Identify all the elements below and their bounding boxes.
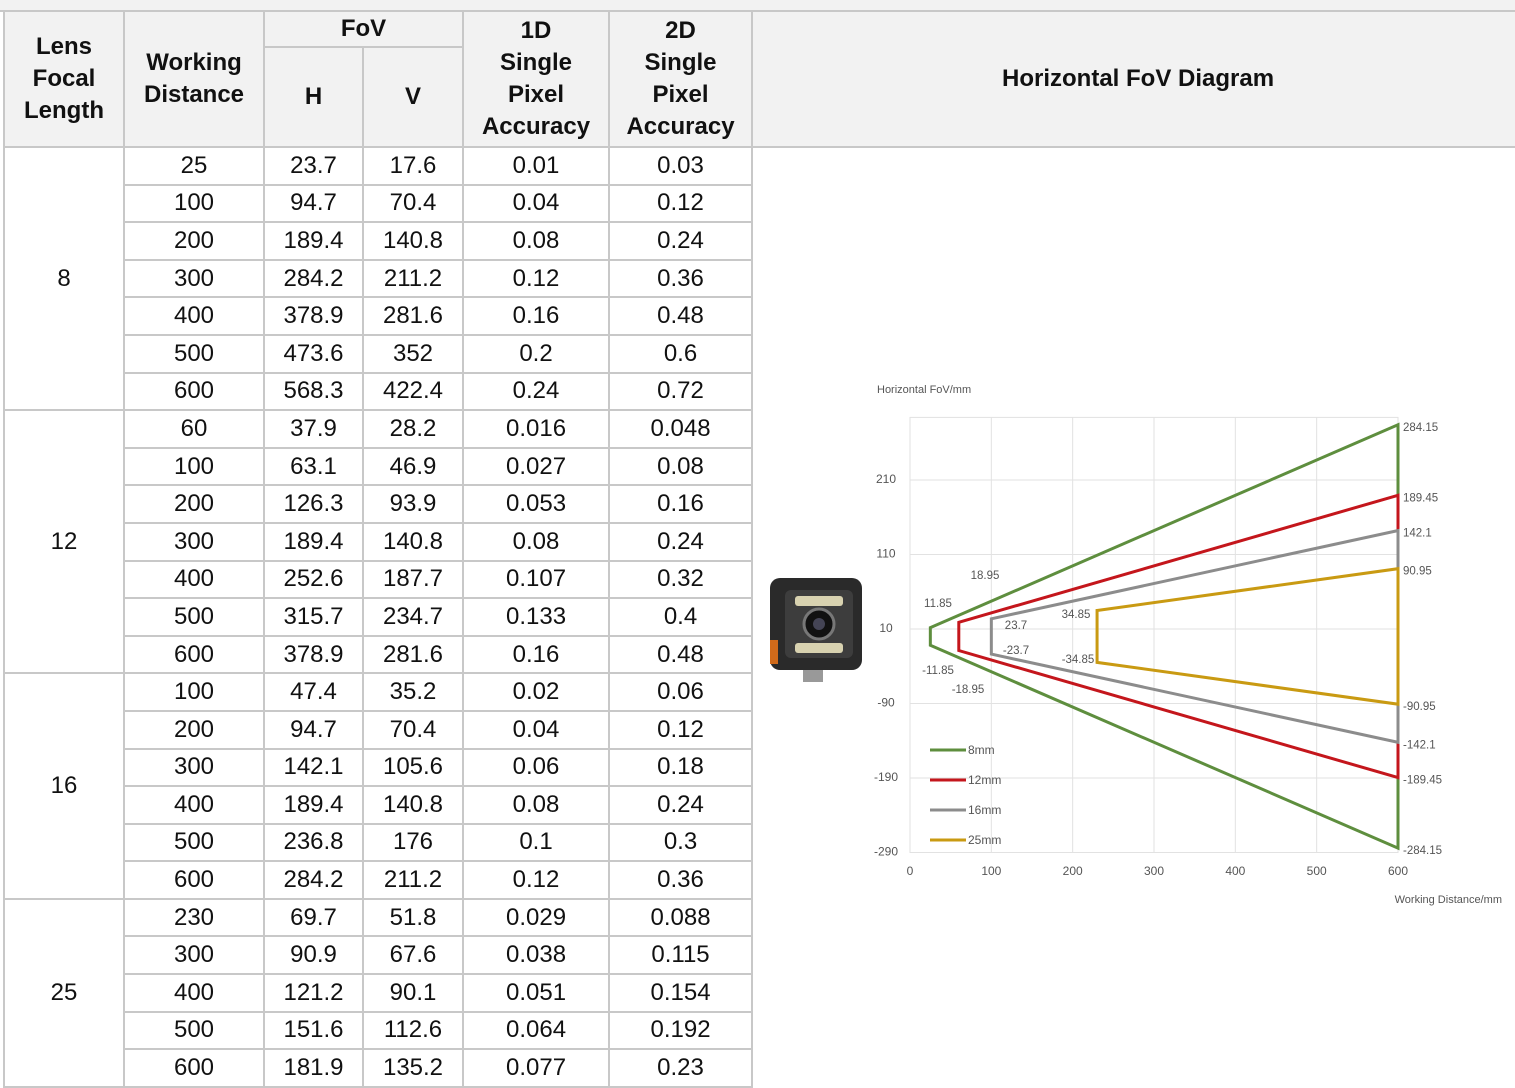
value-label: -11.85 — [922, 665, 954, 677]
legend-label: 25mm — [968, 833, 1001, 847]
value-label: -90.95 — [1403, 701, 1436, 713]
y-tick-label: 210 — [876, 472, 896, 486]
value-label: -18.95 — [952, 684, 985, 696]
y-tick-label: 110 — [876, 547, 895, 561]
fov-chart: Horizontal FoV/mm Working Distance/mm 210 1… — [0, 0, 1515, 1088]
value-label: 18.95 — [971, 570, 1000, 582]
fov-outline — [959, 495, 1398, 777]
fov-outline — [1097, 569, 1398, 705]
x-tick-label: 500 — [1307, 864, 1327, 878]
x-tick-label: 200 — [1063, 864, 1083, 878]
value-label: 189.45 — [1403, 492, 1438, 504]
value-label: -284.15 — [1403, 845, 1442, 857]
y-axis-label: Horizontal FoV/mm — [877, 384, 971, 396]
legend-label: 8mm — [968, 743, 995, 757]
value-label: -23.7 — [1003, 645, 1029, 657]
camera-image — [770, 578, 862, 682]
y-tick-label: 10 — [879, 621, 893, 635]
fov-outline — [991, 531, 1398, 743]
y-tick-label: -190 — [874, 770, 898, 784]
value-label: 34.85 — [1062, 609, 1091, 621]
legend-label: 16mm — [968, 803, 1001, 817]
x-tick-label: 0 — [907, 864, 914, 878]
x-tick-label: 300 — [1144, 864, 1164, 878]
page: Lens Focal Length Working Distance FoV 1… — [0, 0, 1515, 1088]
value-label: 284.15 — [1403, 422, 1438, 434]
value-label: 23.7 — [1005, 620, 1027, 632]
value-label: -189.45 — [1403, 775, 1442, 787]
y-tick-label: -290 — [874, 845, 898, 859]
y-tick-label: -90 — [877, 696, 895, 710]
value-label: -34.85 — [1062, 654, 1095, 666]
x-axis-label: Working Distance/mm — [1395, 894, 1502, 906]
legend-label: 12mm — [968, 773, 1001, 787]
x-tick-label: 600 — [1388, 864, 1408, 878]
value-label: -142.1 — [1403, 739, 1436, 751]
x-tick-label: 400 — [1225, 864, 1245, 878]
value-label: 142.1 — [1403, 528, 1432, 540]
x-tick-label: 100 — [981, 864, 1001, 878]
value-label: 11.85 — [924, 598, 952, 610]
value-label: 90.95 — [1403, 566, 1432, 578]
